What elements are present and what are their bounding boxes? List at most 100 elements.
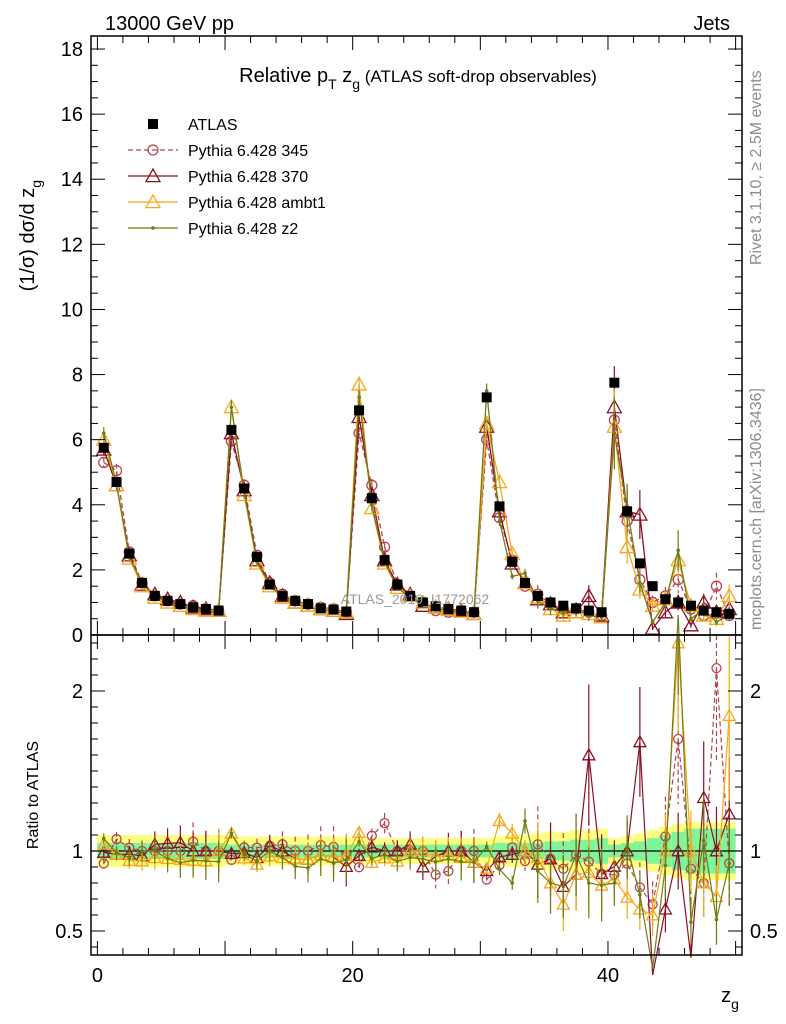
- atlas-point-26: [430, 601, 441, 612]
- atlas-point-40: [609, 377, 620, 388]
- x-axis-label: zg: [721, 985, 739, 1012]
- ratio-point-s3-31: [492, 813, 507, 827]
- ratio-point-s3-30: [479, 861, 494, 874]
- point-s3-12: [248, 555, 266, 570]
- ratio-point-s3-47: [696, 875, 711, 889]
- atlas-point-0: [98, 442, 109, 453]
- ratio-point-s1-1: [111, 833, 122, 845]
- chart-title: Relative pT zg (ATLAS soft-drop observab…: [239, 65, 597, 92]
- ratio-ytick-label-right: 0.5: [750, 921, 778, 943]
- atlas-point-12: [251, 551, 262, 562]
- point-s1-48: [710, 580, 723, 592]
- legend-label-0: ATLAS: [188, 117, 238, 134]
- ratio-ytick-label-left: 2: [72, 681, 83, 703]
- ratio-panel: 0.5 0.51 12 20 20 40: [55, 614, 778, 987]
- atlas-point-2: [124, 548, 135, 559]
- atlas-point-23: [392, 579, 403, 590]
- atlas-point-14: [277, 590, 288, 601]
- legend-label-4: Pythia 6.428 z2: [188, 221, 298, 238]
- ytick-label: 2: [72, 560, 83, 582]
- atlas-point-37: [571, 603, 582, 614]
- ratio-ytick-label-right: 1: [750, 841, 761, 863]
- legend-marker-1: [147, 144, 159, 156]
- ratio-ytick-label-right: 2: [750, 681, 761, 703]
- point-s3-21: [363, 499, 380, 515]
- ratio-ytick-label-left: 0.5: [55, 921, 83, 943]
- ytick-label: 16: [61, 104, 83, 126]
- atlas-point-47: [698, 605, 709, 616]
- ratio-point-s3-43: [645, 907, 660, 921]
- atlas-point-33: [520, 577, 530, 588]
- atlas-point-3: [137, 577, 148, 588]
- legend-label-3: Pythia 6.428 ambt1: [188, 195, 326, 212]
- xtick-label: 0: [92, 965, 103, 987]
- point-s3-43: [644, 597, 661, 612]
- ratio-line-s4: [103, 614, 730, 969]
- point-s2-46: [682, 616, 700, 632]
- atlas-point-24: [405, 590, 416, 601]
- atlas-point-41: [622, 506, 633, 517]
- legend-marker-3: [144, 193, 162, 209]
- atlas-point-6: [175, 599, 186, 610]
- atlas-point-32: [507, 556, 518, 567]
- atlas-point-36: [558, 600, 569, 611]
- ratio-point-s3-41: [620, 889, 635, 903]
- ratio-point-s2-44: [658, 901, 673, 915]
- atlas-point-30: [481, 392, 492, 403]
- atlas-point-28: [456, 605, 467, 616]
- atlas-point-34: [532, 590, 543, 601]
- ratio-point-s1-20: [353, 862, 365, 873]
- atlas-point-42: [634, 558, 645, 569]
- atlas-point-44: [660, 594, 671, 605]
- rivet-label: Rivet 3.1.10, ≥ 2.5M events: [748, 70, 765, 265]
- point-s3-49: [721, 587, 738, 603]
- atlas-point-46: [685, 600, 696, 611]
- point-s3-42: [631, 581, 648, 596]
- ratio-y-axis-label: Ratio to ATLAS: [25, 741, 42, 849]
- ratio-frame: [90, 634, 743, 956]
- legend-marker-0: [148, 119, 158, 129]
- legend-marker-2: [144, 167, 162, 183]
- atlas-point-35: [545, 597, 556, 608]
- ytick-label: 14: [61, 169, 83, 191]
- series-line-s1: [103, 420, 730, 617]
- atlas-point-9: [213, 605, 224, 616]
- ytick-label: 10: [61, 299, 83, 321]
- ratio-point-s3-32: [505, 825, 520, 839]
- atlas-point-7: [188, 602, 199, 613]
- point-s2-44: [657, 603, 674, 619]
- atlas-point-1: [111, 476, 122, 487]
- xtick-label: 20: [342, 965, 364, 987]
- atlas-point-38: [583, 605, 594, 616]
- atlas-point-31: [494, 501, 505, 512]
- atlas-point-43: [647, 581, 658, 592]
- atlas-point-8: [200, 603, 211, 614]
- main-panel: 0 2 4 6 8 10 12 14 16 18: [61, 35, 743, 647]
- ratio-point-s3-12: [249, 856, 265, 870]
- point-s2-43: [644, 620, 661, 635]
- ratio-point-s1-48: [711, 662, 722, 674]
- atlas-point-21: [366, 493, 377, 504]
- ratio-line-s3: [103, 642, 730, 916]
- header-left: 13000 GeV pp: [105, 13, 234, 35]
- ytick-label: 6: [72, 430, 83, 452]
- ytick-label: 18: [61, 39, 83, 61]
- legend-marker-4: [151, 226, 155, 230]
- atlas-point-22: [379, 555, 390, 566]
- series-line-s3: [103, 384, 730, 620]
- atlas-point-25: [417, 597, 428, 608]
- atlas-point-4: [149, 590, 160, 601]
- atlas-point-29: [468, 607, 479, 618]
- legend-label-1: Pythia 6.428 345: [188, 143, 308, 160]
- y-axis-label: (1/σ) dσ/d zg: [17, 180, 44, 291]
- ratio-point-s2-0: [96, 845, 111, 858]
- legend: ATLAS Pythia 6.428 345 Pythia 6.428 370 Pyt…: [128, 117, 326, 238]
- ratio-point-s3-11: [237, 850, 252, 864]
- atlas-point-20: [354, 405, 365, 416]
- watermark: ATLAS_2019_I1772062: [341, 591, 490, 607]
- ratio-point-s1-0: [98, 858, 109, 869]
- atlas-point-10: [226, 424, 237, 435]
- ratio-point-s2-20: [351, 848, 367, 862]
- ratio-point-s3-0: [96, 836, 111, 850]
- atlas-point-11: [239, 483, 250, 494]
